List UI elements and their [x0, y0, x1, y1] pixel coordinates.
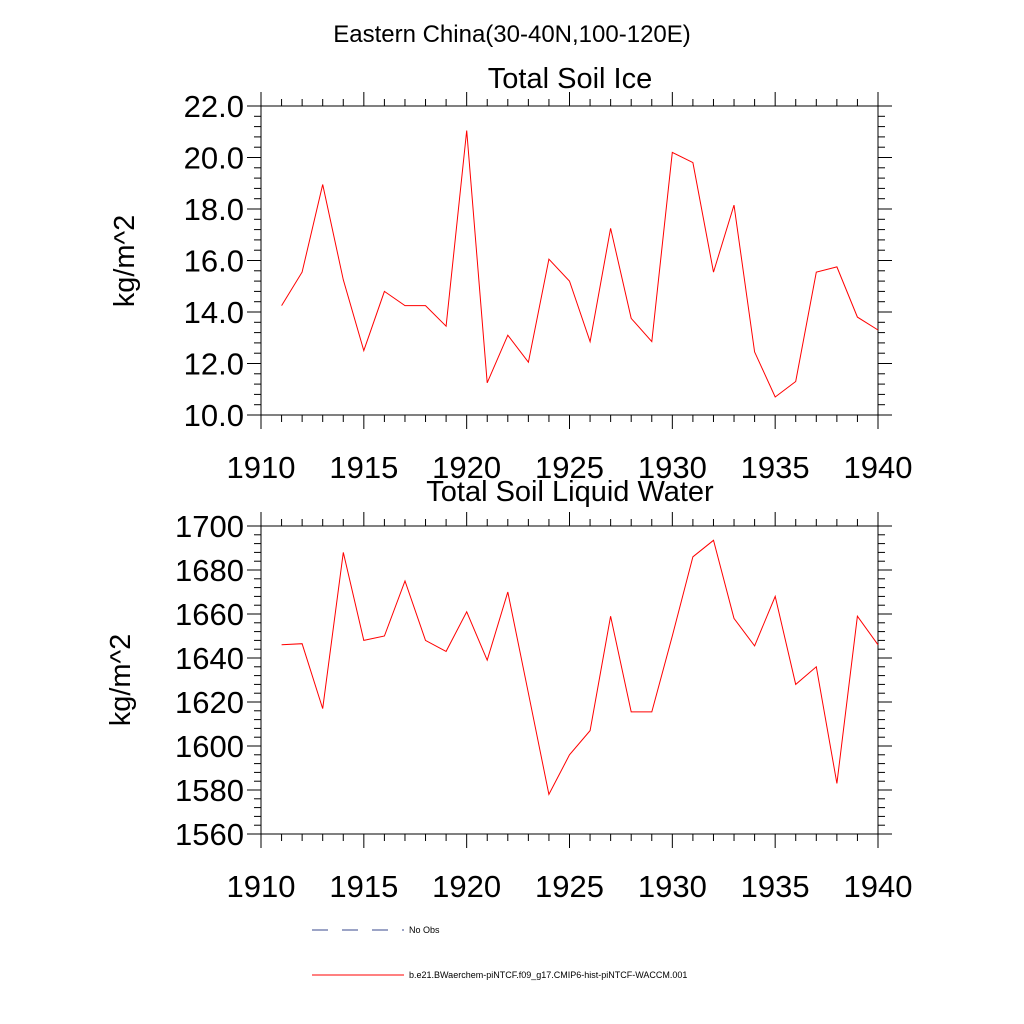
x-tick-label: 1940: [844, 450, 913, 485]
x-tick-label: 1915: [329, 450, 398, 485]
legend-label-no-obs: No Obs: [409, 925, 440, 935]
y-tick-label: 16.0: [184, 244, 244, 279]
x-tick-label: 1925: [535, 450, 604, 485]
y-tick-label: 12.0: [184, 347, 244, 382]
y-axis-label: kg/m^2: [105, 634, 137, 727]
y-axis-label: kg/m^2: [109, 215, 141, 308]
x-tick-label: 1925: [535, 869, 604, 904]
panel-soil-liquid-water: Total Soil Liquid Water kg/m^2 1910 1915 1…: [105, 476, 912, 904]
panel-soil-ice: Total Soil Ice kg/m^2 1910 1915 1920 1925 19…: [109, 63, 912, 485]
y-tick-label: 1580: [175, 773, 244, 808]
y-tick-label: 1560: [175, 817, 244, 852]
y-tick-label: 1660: [175, 597, 244, 632]
figure-suptitle: Eastern China(30-40N,100-120E): [333, 21, 691, 48]
legend-label-model: b.e21.BWaerchem-piNTCF.f09_g17.CMIP6-his…: [409, 970, 687, 980]
panel-title: Total Soil Ice: [488, 63, 652, 95]
x-tick-label: 1930: [638, 869, 707, 904]
x-tick-label: 1920: [432, 869, 501, 904]
x-tick-label: 1915: [329, 869, 398, 904]
y-tick-label: 14.0: [184, 295, 244, 330]
x-tick-label: 1940: [844, 869, 913, 904]
y-tick-label: 1640: [175, 641, 244, 676]
x-tick-label: 1930: [638, 450, 707, 485]
panel-title: Total Soil Liquid Water: [426, 476, 714, 508]
plot-frame: [260, 525, 879, 835]
y-tick-label: 22.0: [184, 89, 244, 124]
legend: No Obs b.e21.BWaerchem-piNTCF.f09_g17.CM…: [312, 925, 687, 980]
y-tick-label: 1620: [175, 685, 244, 720]
plot-frame: [260, 105, 879, 416]
y-tick-label: 1700: [175, 509, 244, 544]
series-line: [281, 130, 879, 398]
plot-area-soil-ice: 1910 1915 1920 1925 1930 1935 1940 10.0 12.0 14.0…: [184, 89, 913, 485]
series-line: [281, 539, 879, 796]
plot-area-soil-liquid-water: 1910 1915 1920 1925 1930 1935 1940 1560 1580 1600…: [175, 509, 912, 904]
y-tick-label: 1680: [175, 553, 244, 588]
y-tick-label: 18.0: [184, 192, 244, 227]
y-tick-label: 20.0: [184, 141, 244, 176]
y-tick-label: 1600: [175, 729, 244, 764]
x-tick-label: 1920: [432, 450, 501, 485]
x-tick-label: 1910: [227, 869, 296, 904]
x-tick-label: 1910: [227, 450, 296, 485]
x-tick-label: 1935: [741, 869, 810, 904]
y-tick-label: 10.0: [184, 398, 244, 433]
x-tick-label: 1935: [741, 450, 810, 485]
